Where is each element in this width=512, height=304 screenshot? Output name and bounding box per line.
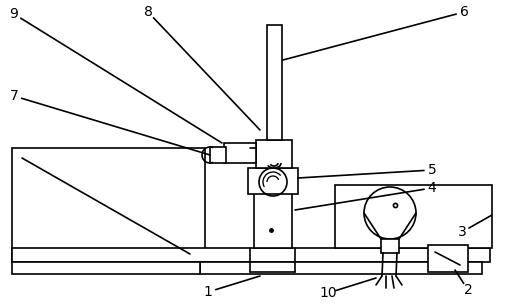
Text: 5: 5 [428,163,436,177]
Text: 4: 4 [428,181,436,195]
Bar [224,143,256,163]
Bar [248,168,298,194]
Bar [428,245,468,272]
Bar [12,148,205,262]
Bar [267,25,282,140]
Text: 2: 2 [464,283,473,297]
Bar [200,262,482,274]
Bar [12,262,200,274]
Bar [335,185,492,248]
Text: 9: 9 [10,7,18,21]
Text: 1: 1 [204,285,212,299]
Bar [256,140,292,168]
Bar [381,239,399,253]
Text: 10: 10 [319,286,337,300]
Bar [12,248,490,262]
Text: 8: 8 [143,5,153,19]
Bar [254,192,292,248]
Text: 6: 6 [460,5,468,19]
Text: 7: 7 [10,89,18,103]
Bar [210,147,226,163]
Text: 3: 3 [458,225,466,239]
